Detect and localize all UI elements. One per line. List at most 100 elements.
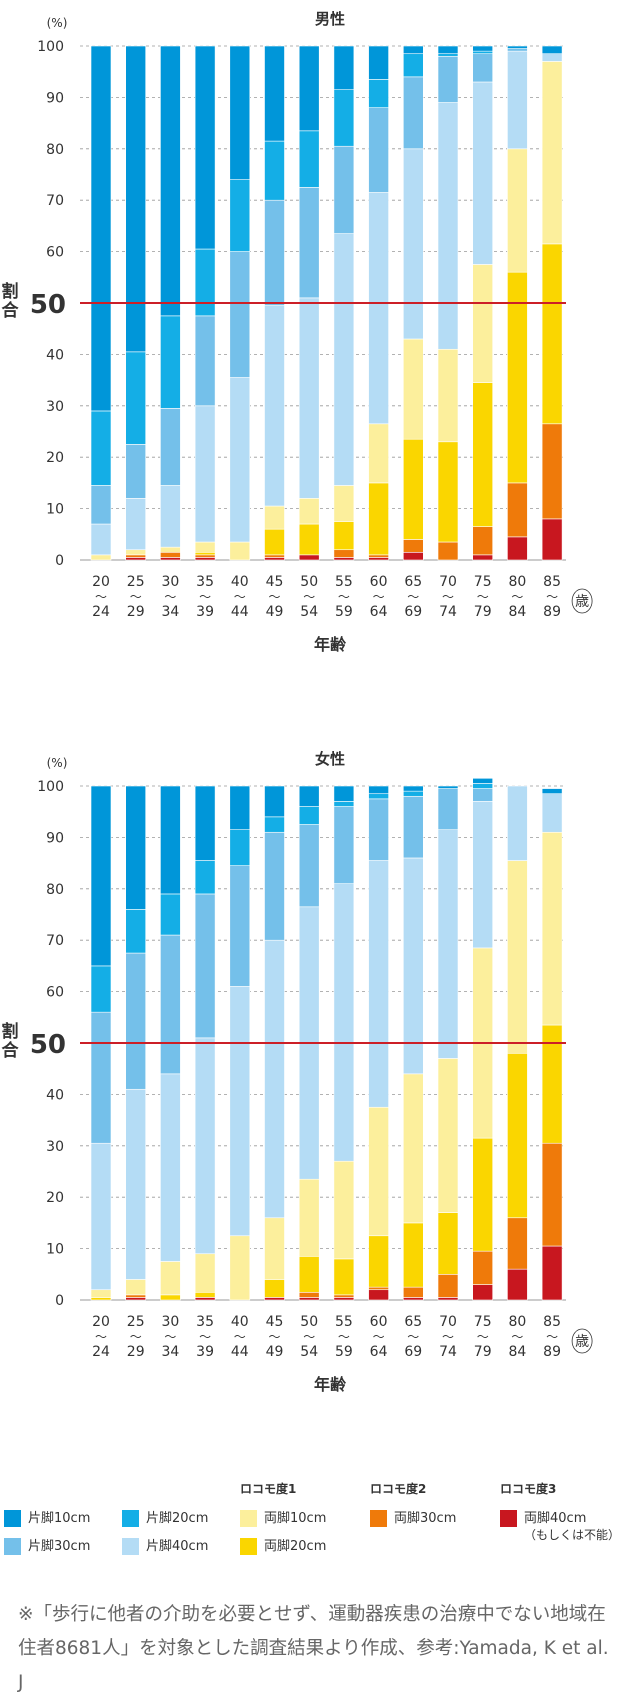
bar-segment (402, 76, 424, 150)
bar-segment (90, 1289, 112, 1298)
legend: ロコモ度1 ロコモ度2 ロコモ度3 片脚10cm 片脚20cm 片脚30cm 片… (0, 1480, 629, 1590)
bar-segment (472, 526, 494, 556)
bar-segment (507, 860, 528, 1054)
x-tick-label-to: 59 (335, 1344, 353, 1360)
x-tick-label-from: 60 (370, 1314, 388, 1330)
x-tick-label-to: 24 (92, 604, 110, 620)
x-tick-label-from: 80 (508, 574, 526, 590)
bar-segment (368, 1106, 389, 1237)
bar-segment (264, 831, 285, 941)
x-tick-label-to: 49 (266, 604, 284, 620)
bar-segment (333, 233, 355, 486)
bar-segment (472, 783, 494, 789)
legend-item-one-leg-10: 片脚10cm (4, 1510, 90, 1527)
bar-segment (194, 45, 216, 250)
bar-segment (437, 441, 459, 543)
bar-segment (90, 410, 112, 486)
bar-segment (368, 482, 389, 556)
bar-segment (402, 438, 424, 540)
x-tick-label-from: 65 (404, 1314, 422, 1330)
x-tick-label-tilde: ～ (95, 590, 107, 604)
bar-segment (402, 45, 424, 55)
bar-segment (194, 541, 216, 553)
x-tick-label-tilde: ～ (373, 1330, 385, 1344)
x-tick-label-to: 49 (266, 1344, 284, 1360)
bar-segment (368, 192, 389, 425)
bar-segment (298, 297, 320, 499)
x-tick-label-tilde: ～ (546, 590, 558, 604)
y-tick-label: 30 (46, 399, 64, 415)
y-tick-label: 10 (46, 1242, 64, 1258)
bar-segment (160, 1294, 181, 1301)
x-tick-label-tilde: ～ (407, 1330, 419, 1344)
bar-segment (541, 793, 563, 833)
bar-segment (541, 788, 563, 795)
y-tick-label: 30 (46, 1139, 64, 1155)
bar-segment (90, 1011, 112, 1144)
bar-segment (229, 251, 251, 378)
x-tick-label-from: 25 (127, 1314, 145, 1330)
bar-segment (298, 187, 320, 299)
bar-segment (333, 1294, 355, 1298)
bar-segment (194, 1291, 216, 1298)
bar-segment (472, 777, 494, 784)
bar-segment (368, 1286, 389, 1291)
x-tick-label-from: 45 (266, 1314, 284, 1330)
bar-segment (298, 45, 320, 132)
bar-segment (160, 1073, 181, 1262)
bar-segment (368, 45, 389, 80)
bar-segment (472, 788, 494, 802)
bar-segment (194, 405, 216, 543)
x-tick-label-from: 65 (404, 574, 422, 590)
x-tick-label-tilde: ～ (95, 1330, 107, 1344)
y-unit-label: (%) (47, 756, 68, 770)
bar-segment (160, 315, 181, 409)
y-tick-label: 40 (46, 347, 64, 363)
bar-segment (90, 785, 112, 967)
legend-group-locomo-3: ロコモ度3 (500, 1482, 557, 1496)
bar-segment (298, 806, 320, 825)
bar-segment (125, 45, 146, 353)
bar-segment (368, 557, 389, 561)
x-tick-label-from: 70 (439, 1314, 457, 1330)
bar-segment (160, 485, 181, 548)
x-unit-label: 歳 (575, 1334, 589, 1350)
bar-segment (264, 1297, 285, 1301)
x-tick-label-tilde: ～ (477, 590, 489, 604)
bar-segment (402, 1297, 424, 1301)
bar-segment (160, 785, 181, 895)
x-tick-label-from: 50 (300, 1314, 318, 1330)
bar-segment (194, 551, 216, 556)
x-tick-label-tilde: ～ (546, 1330, 558, 1344)
legend-label: 両脚30cm (394, 1511, 457, 1526)
reference-line-label: 50 (30, 290, 66, 320)
x-tick-label-to: 44 (231, 604, 249, 620)
bar-segment (160, 551, 181, 558)
bar-segment (402, 148, 424, 340)
bar-segment (541, 423, 563, 520)
x-tick-label-tilde: ～ (199, 1330, 211, 1344)
x-tick-label-to: 69 (404, 1344, 422, 1360)
legend-item-both-legs-20: 両脚20cm (240, 1538, 326, 1555)
reference-line-label: 50 (30, 1030, 66, 1060)
x-tick-label-to: 39 (196, 604, 214, 620)
bar-segment (194, 554, 216, 558)
bar-segment (333, 1297, 355, 1301)
footnote: ※「歩行に他者の介助を必要とせず、運動器疾患の治療中でない地域在住者8681人」… (18, 1604, 609, 1693)
bar-segment (125, 498, 146, 551)
legend-label: 両脚10cm (264, 1511, 327, 1526)
bar-segment (264, 305, 285, 507)
y-tick-label: 40 (46, 1087, 64, 1103)
bar-segment (472, 554, 494, 561)
bar-segment (368, 793, 389, 800)
bar-segment (333, 1258, 355, 1296)
bar-segment (125, 1279, 146, 1296)
x-tick-label-tilde: ～ (199, 590, 211, 604)
x-tick-label-tilde: ～ (373, 590, 385, 604)
legend-group-locomo-2: ロコモ度2 (370, 1482, 427, 1496)
bar-segment (194, 860, 216, 895)
x-tick-label-tilde: ～ (338, 1330, 350, 1344)
bar-segment (229, 865, 251, 987)
chart-title: 女性 (315, 750, 345, 768)
bar-segment (90, 45, 112, 412)
